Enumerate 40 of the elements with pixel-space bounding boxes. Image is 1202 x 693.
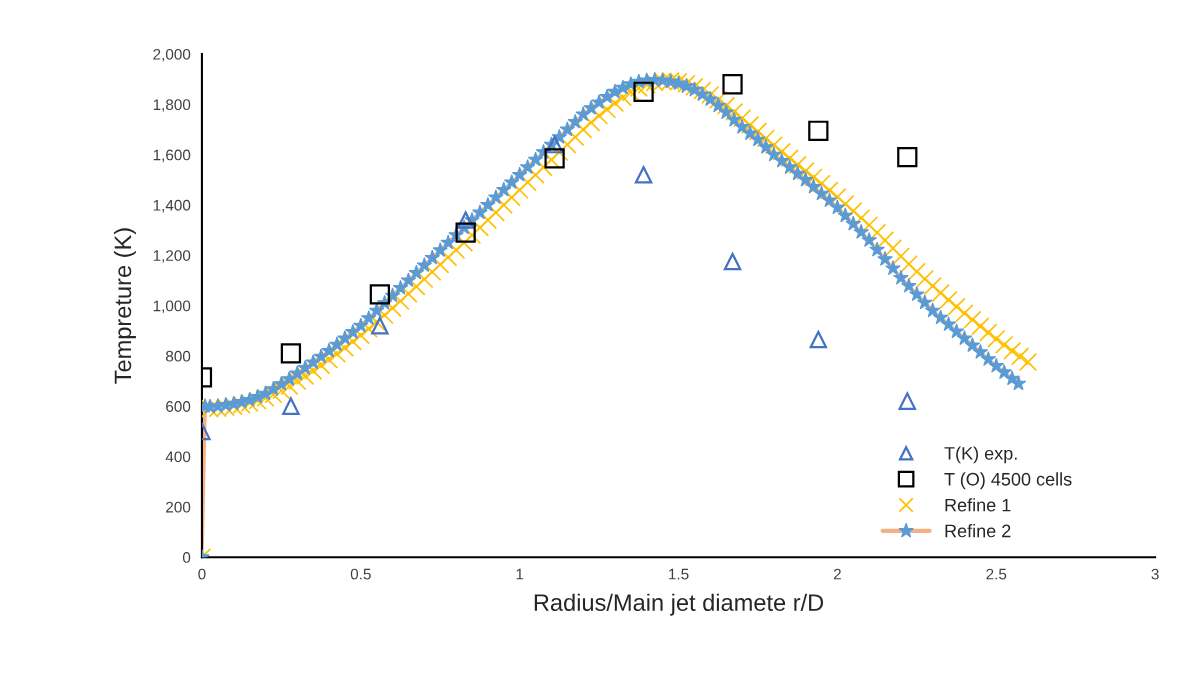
point — [722, 74, 743, 95]
y-tick-label: 200 — [166, 501, 191, 513]
point — [371, 316, 389, 335]
legend-label: Refine 1 — [945, 498, 1011, 512]
point — [282, 397, 300, 415]
y-tick-label: 1,000 — [153, 300, 191, 314]
y-tick-label: 2,000 — [153, 48, 191, 62]
x-tick-label: 1.5 — [669, 568, 689, 580]
y-tick-label: 1,400 — [153, 199, 191, 213]
point — [897, 147, 918, 168]
point — [280, 343, 302, 364]
x-axis-title: Radius/Main jet diamete r/D — [534, 593, 824, 616]
point — [809, 330, 828, 349]
point — [634, 166, 653, 184]
point — [369, 284, 390, 305]
y-axis-title: Tempreture (K) — [113, 228, 136, 384]
point — [455, 222, 476, 243]
x-tick-label: 2.5 — [986, 568, 1007, 580]
point — [456, 211, 475, 229]
legend-label: Refine 2 — [945, 524, 1011, 538]
y-tick-label: 1,200 — [153, 250, 191, 263]
x-tick-label: 1 — [516, 568, 524, 580]
x-tick-label: 2 — [833, 568, 841, 580]
y-tick-label: 0 — [182, 552, 191, 563]
point — [544, 148, 565, 169]
y-tick-label: 800 — [166, 350, 191, 362]
point — [545, 135, 564, 154]
x-tick-label: 0.5 — [350, 568, 371, 580]
point — [808, 120, 829, 141]
y-tick-label: 600 — [166, 401, 191, 412]
point — [723, 252, 742, 271]
x-tick-label: 0 — [198, 568, 206, 580]
y-tick-label: 400 — [165, 451, 191, 463]
point — [898, 392, 917, 410]
legend-label: T(K) exp. — [944, 446, 1017, 464]
y-tick-label: 1,800 — [153, 99, 191, 112]
x-tick-label: 3 — [1151, 568, 1159, 580]
point — [633, 81, 654, 102]
legend-label: T (O) 4500 cells — [944, 472, 1072, 490]
y-tick-label: 1,600 — [153, 149, 191, 163]
